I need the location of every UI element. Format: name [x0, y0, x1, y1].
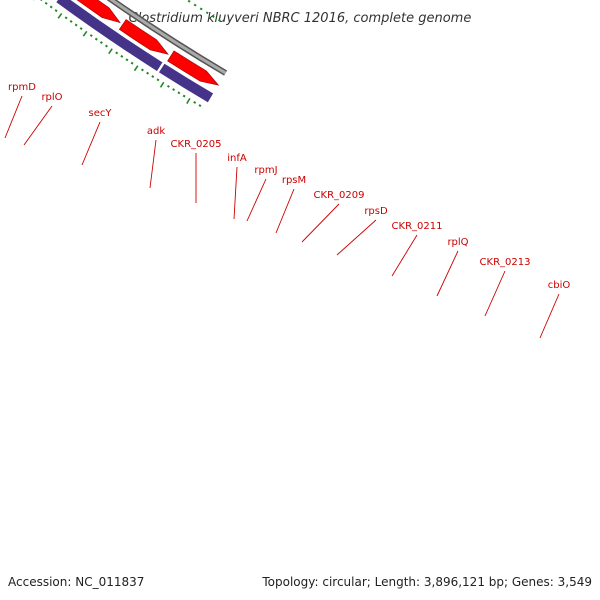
- ruler-tick: [193, 3, 197, 7]
- gene-label: infA: [227, 153, 247, 164]
- tick-mark: [108, 48, 113, 55]
- feature-block: [55, 0, 164, 73]
- gene-label: adk: [147, 126, 165, 137]
- callout-line: [336, 219, 377, 256]
- callout-line: [246, 178, 267, 222]
- callout-line: [149, 139, 157, 189]
- genome-backbone: [106, 0, 228, 76]
- ruler-tick: [199, 7, 203, 11]
- ruler-tick: [211, 15, 215, 18]
- ruler-tick: [217, 18, 221, 22]
- tick-mark: [57, 12, 63, 19]
- tick-mark: [151, 75, 155, 78]
- tick-mark: [125, 58, 129, 62]
- gene-label: CKR_0213: [480, 257, 531, 268]
- topology-label: Topology: circular; Length: 3,896,121 bp…: [261, 575, 592, 589]
- kbp-ruler: 223 kbp224 kbp225 kbp226 kbp227 kbp228 k…: [187, 0, 221, 22]
- callout-line: [436, 250, 459, 297]
- gene-label: rpsM: [282, 175, 306, 186]
- tick-mark: [89, 34, 93, 38]
- gene-label: CKR_0209: [314, 190, 365, 201]
- tick-mark: [79, 27, 83, 31]
- tick-mark: [186, 97, 191, 104]
- tick-mark: [49, 5, 53, 9]
- gene-label: rpmD: [8, 82, 36, 93]
- tick-mark: [105, 44, 108, 48]
- tick-mark: [166, 84, 170, 88]
- callout-line: [391, 234, 418, 277]
- tick-mark: [130, 61, 134, 65]
- gene-label: CKR_0205: [171, 139, 222, 150]
- callout-line: [484, 270, 506, 317]
- tick-mark: [172, 88, 176, 92]
- callout-line: [301, 203, 340, 243]
- callout-line: [4, 95, 23, 139]
- callout-line: [275, 188, 295, 234]
- tick-mark: [146, 71, 150, 75]
- tick-mark: [99, 41, 103, 45]
- tick-mark: [94, 37, 98, 41]
- color-feature-slot: [55, 0, 215, 104]
- outer-tick-ring: [33, 0, 202, 108]
- tick-mark: [44, 1, 48, 5]
- gene-label: CKR_0211: [392, 221, 443, 232]
- map-title: Clostridium kluyveri NBRC 12016, complet…: [129, 11, 472, 26]
- cds-arrow: [76, 0, 121, 24]
- accession-label: Accession: NC_011837: [8, 575, 144, 589]
- tick-mark: [74, 23, 78, 27]
- tick-mark: [69, 19, 73, 23]
- tick-mark: [54, 9, 58, 13]
- ruler-tick: [205, 11, 209, 15]
- tick-mark: [64, 16, 68, 20]
- tick-mark: [120, 54, 124, 58]
- tick-mark: [133, 65, 139, 72]
- cds-feature-slot: [76, 0, 220, 86]
- ruler-tick: [187, 0, 191, 3]
- gene-label: secY: [89, 108, 113, 119]
- gene-label: rpmJ: [254, 165, 277, 176]
- tick-mark: [193, 101, 197, 104]
- gene-label: rpsD: [364, 206, 388, 217]
- gene-label: cbiO: [548, 280, 571, 291]
- cds-arrow: [167, 50, 220, 86]
- tick-mark: [82, 30, 88, 37]
- gene-callouts: rpmD rplO secY adk CKR_0205 infA rpmJ rpsM CKR_0…: [4, 82, 571, 339]
- callout-line: [81, 121, 101, 166]
- gene-label: rplO: [41, 92, 62, 103]
- feature-block: [157, 62, 215, 104]
- tick-mark: [177, 91, 181, 95]
- tick-mark: [156, 78, 160, 82]
- backbone-fill: [109, 0, 227, 75]
- cds-arrow: [118, 19, 169, 55]
- callout-line: [233, 166, 238, 220]
- tick-mark: [182, 94, 186, 98]
- tick-mark: [140, 68, 144, 72]
- tick-mark: [159, 81, 165, 88]
- callout-line: [539, 293, 560, 339]
- callout-line: [23, 105, 53, 146]
- gene-label: rplQ: [447, 237, 468, 248]
- tick-mark: [198, 104, 202, 108]
- tick-mark: [115, 51, 119, 55]
